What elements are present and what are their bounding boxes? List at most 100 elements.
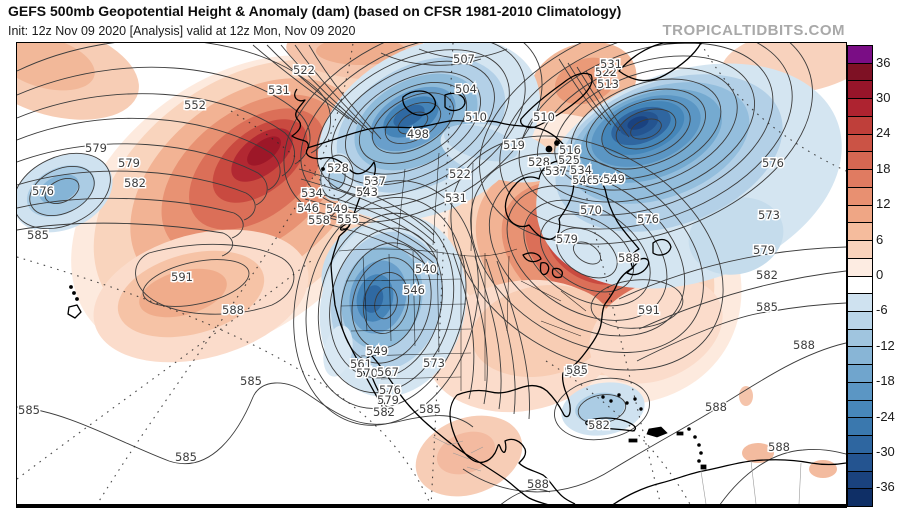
colorbar-cell xyxy=(848,312,872,330)
contour-label: 570 xyxy=(580,203,602,217)
contour-label: 513 xyxy=(597,77,619,91)
contour-label: 579 xyxy=(377,393,399,407)
baffin-island xyxy=(520,72,593,129)
contour-label: 531 xyxy=(445,191,467,205)
contour-label: 585 xyxy=(419,402,441,416)
colorbar-cell xyxy=(848,223,872,242)
contour-label: 510 xyxy=(465,110,487,124)
mexico-state-borders xyxy=(432,436,484,472)
contour-value-labels: 5525315225795795825765855915885855855855… xyxy=(17,51,816,493)
nova-scotia xyxy=(626,257,650,276)
jamaica xyxy=(628,438,638,443)
colorbar-cell xyxy=(848,329,872,348)
lat-lon-graticule xyxy=(17,43,846,504)
gulf-and-east-coast xyxy=(449,394,576,504)
colorbar-cell xyxy=(848,294,872,313)
contour-label: 585 xyxy=(240,374,262,388)
height-contours xyxy=(17,43,846,504)
colorbar-cell xyxy=(848,436,872,454)
contour-label: 555 xyxy=(337,212,359,226)
arctic-islet xyxy=(554,140,560,146)
colorbar-cell xyxy=(848,418,872,437)
contour-label: 546 xyxy=(572,173,594,187)
colorbar-tick: 0 xyxy=(876,267,884,282)
contour-label: 585 xyxy=(564,365,586,379)
colorbar-tick-labels: 36 30 24 18 12 6 0 -6 -12 -18 -24 -30 -36 xyxy=(876,45,900,505)
contour-label: 567 xyxy=(377,365,399,379)
map-frame: 552 531 522 579 579 582 576 585 591 588 585 585 585 5… xyxy=(16,42,847,508)
great-lakes xyxy=(522,252,563,279)
contour-label: 525 xyxy=(558,153,580,167)
contour-label: 558 xyxy=(308,213,330,227)
contour-label: 573 xyxy=(758,208,780,222)
contour-label: 534 xyxy=(570,163,592,177)
colorbar-cell xyxy=(848,241,872,259)
hispaniola xyxy=(646,426,668,438)
contour-label: 576 xyxy=(762,156,784,170)
colorbar-tick: -30 xyxy=(876,443,895,459)
contour-label: 585 xyxy=(18,403,40,417)
contour-label: 570 xyxy=(356,366,378,380)
contour-label: 582 xyxy=(124,176,146,190)
colorbar-cell xyxy=(848,99,872,117)
arctic-mainland-coast xyxy=(306,119,568,150)
contour-label: 522 xyxy=(449,167,471,181)
colorbar-cell xyxy=(848,471,872,490)
contour-label: 549 xyxy=(366,344,388,358)
colorbar-cell xyxy=(848,63,872,82)
cuba xyxy=(585,417,637,432)
colorbar-tick: -6 xyxy=(876,302,888,318)
tropicaltidbits-watermark: TROPICALTIDBITS.COM xyxy=(662,22,845,39)
contour-label: 519 xyxy=(503,138,525,152)
vancouver-island xyxy=(339,223,351,231)
colorbar-tick: 12 xyxy=(876,196,891,212)
contour-label: 588 xyxy=(705,400,727,414)
page-title: GEFS 500mb Geopotential Height & Anomaly… xyxy=(8,3,622,19)
contour-label: 537 xyxy=(364,174,386,188)
colorbar-tick: -18 xyxy=(876,373,895,389)
greenland-edge xyxy=(618,43,702,82)
contour-label: 579 xyxy=(556,232,578,246)
colorbar-tick: 36 xyxy=(876,54,891,70)
contour-label: 549 xyxy=(603,172,625,186)
contour-label: 588 xyxy=(222,303,244,317)
contour-label: 591 xyxy=(171,270,193,284)
kodiak-island xyxy=(321,167,325,171)
contour-label: 576 xyxy=(379,383,401,397)
contour-label: 582 xyxy=(756,268,778,282)
colorbar-cell xyxy=(848,276,872,295)
colorbar-cell xyxy=(848,205,872,224)
contour-label: 522 xyxy=(293,63,315,77)
contour-label: 579 xyxy=(753,243,775,257)
colorbar-cell xyxy=(848,453,872,472)
south-america-north-coast xyxy=(612,459,846,504)
anomaly-colorbar xyxy=(847,45,873,507)
colorbar-tick: 18 xyxy=(876,160,891,176)
contour-label: 582 xyxy=(588,418,610,432)
contour-label: 528 xyxy=(327,161,349,175)
contour-label: 543 xyxy=(356,185,378,199)
weather-map: 5525315225795795825765855915885855855855… xyxy=(17,43,846,504)
southampton-island xyxy=(545,145,553,153)
colorbar-cell xyxy=(848,116,872,135)
contour-label: 588 xyxy=(793,338,815,352)
us-gulf-atlantic-coast xyxy=(456,267,634,418)
contour-label: 516 xyxy=(559,143,581,157)
colorbar-cell xyxy=(848,400,872,419)
contour-label: 585 xyxy=(27,228,49,242)
negative-anomaly-shading xyxy=(17,43,842,436)
political-borders xyxy=(338,152,802,504)
contour-label: 546 xyxy=(403,283,425,297)
colorbar-cell xyxy=(848,46,872,64)
colorbar-cell xyxy=(848,134,872,153)
colorbar-tick: -12 xyxy=(876,337,895,353)
contour-label: 540 xyxy=(415,262,437,276)
contour-label: 522 xyxy=(595,65,617,79)
contour-label: 579 xyxy=(85,141,107,155)
contour-label: 504 xyxy=(455,82,477,96)
contour-label: 588 xyxy=(618,251,640,265)
contour-label: 585 xyxy=(175,450,197,464)
contour-label: 549 xyxy=(592,173,614,187)
colorbar-cell xyxy=(848,152,872,171)
